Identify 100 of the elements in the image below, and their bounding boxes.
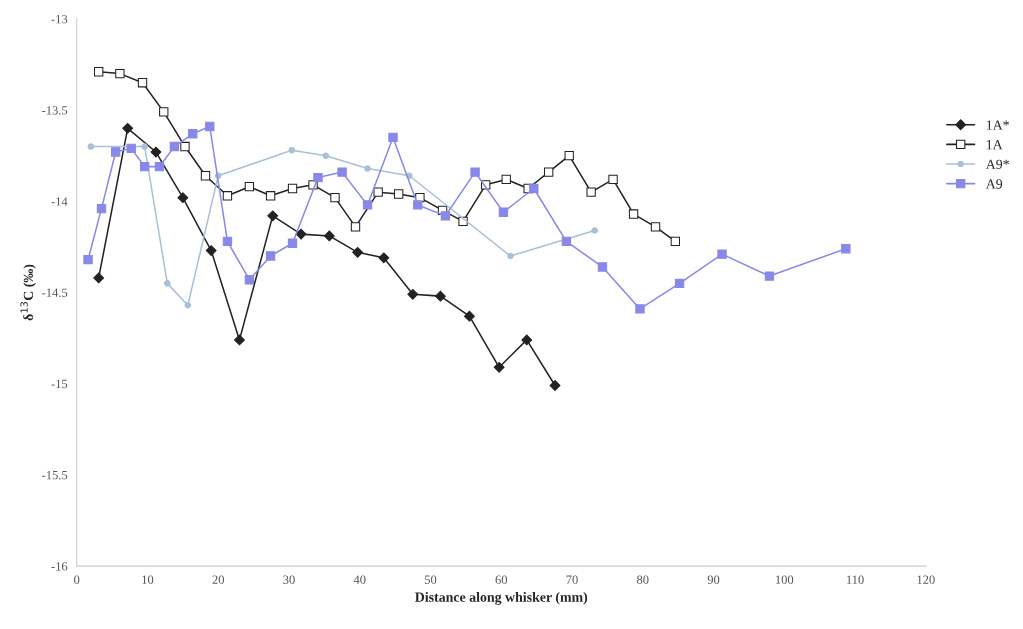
x-tick-label: 90: [707, 575, 720, 584]
point: [521, 334, 533, 346]
x-tick-label: 20: [212, 575, 225, 584]
point: [287, 183, 298, 194]
point: [608, 174, 618, 185]
point: [322, 152, 330, 159]
x-tick-label: 100: [776, 575, 794, 584]
point: [373, 187, 383, 197]
x-tick-label: 70: [566, 575, 578, 584]
point: [529, 183, 539, 194]
x-tick-label: 0: [74, 575, 80, 584]
point: [244, 275, 255, 285]
point: [137, 78, 148, 88]
point: [591, 227, 598, 234]
point: [670, 236, 681, 247]
point: [180, 141, 190, 152]
point: [564, 150, 574, 161]
x-tick-label: 110: [847, 575, 864, 584]
point: [388, 132, 398, 143]
point: [378, 252, 390, 264]
point: [287, 238, 298, 248]
point: [115, 68, 125, 79]
point: [464, 310, 475, 322]
point: [234, 334, 245, 346]
point: [330, 192, 340, 203]
point: [413, 200, 423, 210]
point: [597, 262, 608, 272]
point: [323, 230, 335, 242]
point: [434, 290, 446, 302]
point: [337, 167, 347, 177]
y-tick-label: -15.5: [42, 470, 68, 480]
x-tick-label: 60: [495, 575, 508, 584]
legend-label: A9*: [985, 159, 1009, 170]
point: [393, 189, 404, 199]
y-tick-label: -13: [51, 14, 68, 24]
x-tick-label: 50: [424, 575, 437, 584]
point: [543, 167, 554, 177]
x-tick-label: 40: [353, 575, 366, 584]
point: [841, 244, 851, 254]
point: [154, 161, 165, 172]
point: [350, 222, 361, 232]
point: [295, 228, 307, 240]
point: [586, 187, 596, 197]
point: [222, 236, 233, 247]
point: [407, 288, 419, 300]
point: [122, 122, 134, 134]
y-axis-title: δ$^{13}$C (‰): [20, 264, 36, 321]
point: [362, 200, 373, 210]
point: [141, 143, 148, 150]
point: [352, 246, 364, 258]
point: [440, 211, 451, 221]
point: [493, 361, 505, 373]
point: [635, 304, 645, 314]
point: [200, 171, 211, 181]
point: [96, 203, 107, 214]
point: [364, 165, 371, 172]
point: [288, 146, 296, 154]
legend-label: A9: [985, 179, 1003, 189]
point: [507, 252, 514, 260]
point: [470, 167, 480, 177]
point: [126, 143, 136, 154]
point: [501, 174, 511, 185]
x-tick-label: 120: [917, 575, 935, 584]
point: [244, 182, 255, 192]
y-tick-label: -15: [51, 379, 68, 389]
point: [87, 143, 95, 150]
legend-label: 1A*: [986, 120, 1009, 130]
point: [222, 191, 233, 201]
point: [139, 161, 150, 172]
point: [313, 172, 323, 183]
legend-label: 1A: [986, 140, 1003, 150]
point: [177, 192, 189, 204]
y-tick-label: -13.5: [42, 106, 68, 115]
point: [549, 380, 561, 391]
point: [205, 245, 217, 256]
point: [265, 251, 276, 261]
point: [93, 272, 105, 284]
point: [267, 210, 279, 222]
y-tick-label: -14.5: [42, 288, 68, 297]
x-tick-label: 30: [283, 575, 295, 584]
point: [93, 67, 104, 77]
point: [498, 207, 509, 217]
point: [150, 146, 162, 158]
point: [265, 191, 276, 201]
point: [205, 121, 215, 132]
x-tick-label: 80: [637, 575, 649, 584]
point: [764, 271, 775, 281]
point: [110, 147, 121, 157]
point: [188, 129, 198, 139]
point: [83, 254, 93, 265]
point: [184, 301, 192, 309]
point: [717, 249, 727, 259]
point: [674, 278, 685, 289]
y-tick-label: -14: [51, 197, 68, 206]
point: [628, 209, 639, 219]
point: [650, 222, 661, 232]
x-axis-title: Distance along whisker (mm): [415, 592, 588, 605]
x-tick-label: 10: [142, 575, 154, 584]
point: [159, 107, 169, 117]
point: [169, 141, 180, 152]
